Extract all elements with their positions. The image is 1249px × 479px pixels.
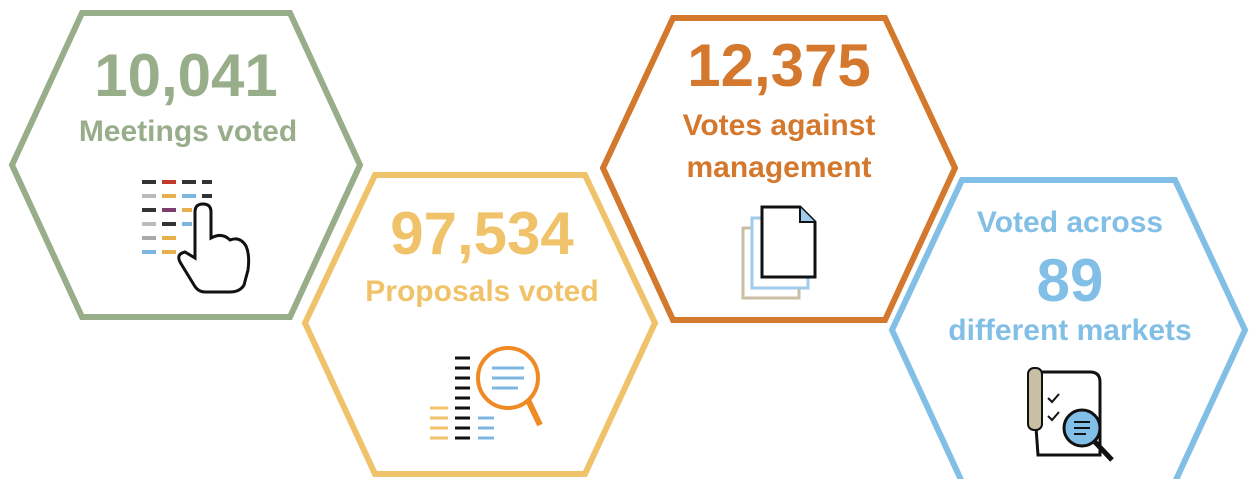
icon-magnifier — [430, 346, 543, 440]
label: different markets — [948, 314, 1191, 347]
hexagon-meetings: 10,041 Meetings voted — [8, 10, 364, 320]
value: 12,375 — [687, 32, 871, 99]
hexagon-votes-against: 12,375 Votes against management — [599, 15, 959, 323]
hexagon-outline — [8, 10, 364, 320]
value: 10,041 — [94, 42, 278, 109]
hexagon-proposals: 97,534 Proposals voted — [301, 172, 659, 477]
label: Meetings voted — [79, 115, 297, 148]
icon-documents — [741, 205, 817, 300]
hexagon-outline — [888, 177, 1249, 479]
label: management — [686, 151, 871, 184]
label: Votes against — [683, 109, 876, 142]
hexagon-outline — [599, 15, 959, 323]
value: 89 — [1037, 247, 1104, 314]
hexagon-markets: Voted across 89 different markets — [888, 177, 1249, 479]
value: 97,534 — [390, 200, 574, 267]
hexagon-outline — [301, 172, 659, 477]
label: Proposals voted — [365, 275, 598, 308]
icon-scroll-search — [1027, 367, 1114, 462]
icon-hand — [142, 180, 251, 294]
label: Voted across — [977, 206, 1163, 239]
